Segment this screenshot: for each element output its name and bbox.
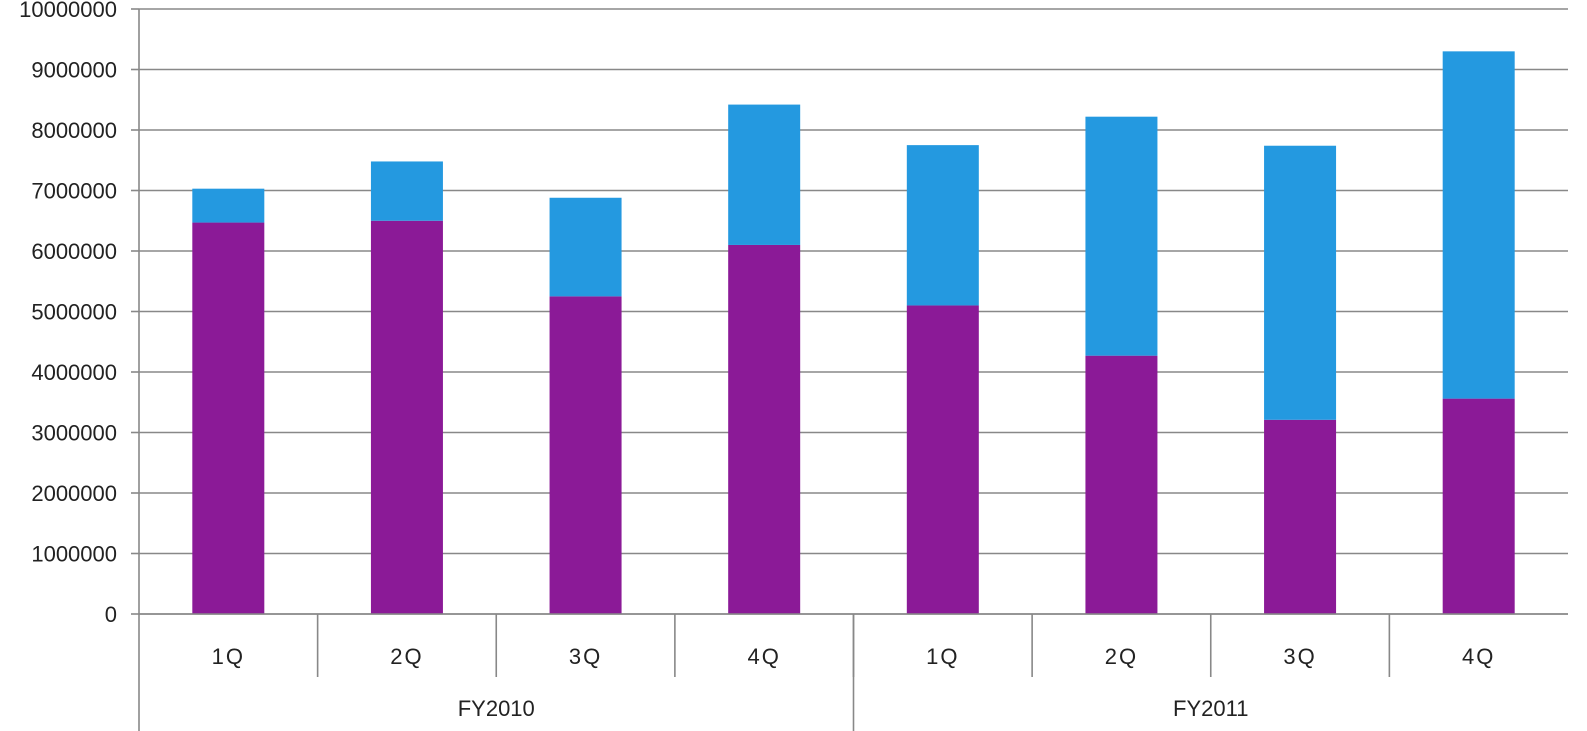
bar-segment-series-1	[192, 222, 265, 614]
x-category-label: 2Q	[390, 644, 423, 669]
x-category-label: 1Q	[926, 644, 959, 669]
bar-segment-series-2	[1264, 145, 1337, 420]
bar-segment-series-2	[370, 161, 443, 221]
y-tick-label: 1000000	[31, 542, 117, 567]
y-tick-label: 8000000	[31, 118, 117, 143]
x-category-label: 3Q	[1283, 644, 1316, 669]
bar-segment-series-1	[549, 296, 622, 614]
bar-segment-series-2	[906, 145, 979, 306]
x-group-label: FY2010	[458, 696, 535, 721]
axes	[131, 8, 1568, 731]
y-tick-label: 4000000	[31, 360, 117, 385]
y-tick-label: 7000000	[31, 179, 117, 204]
y-tick-label: 9000000	[31, 58, 117, 83]
y-tick-label: 6000000	[31, 239, 117, 264]
bar-segment-series-1	[1264, 419, 1337, 614]
bar-segment-series-1	[1085, 355, 1158, 614]
x-category-label: 2Q	[1105, 644, 1138, 669]
x-category-label: 1Q	[212, 644, 245, 669]
labels: 0 1000000 2000000 3000000 4000000 5000000 6000…	[19, 0, 1495, 721]
bars	[192, 51, 1515, 614]
x-group-label: FY2011	[1173, 696, 1248, 721]
bar-segment-series-1	[370, 220, 443, 614]
x-category-label: 3Q	[569, 644, 602, 669]
bar-segment-series-2	[1442, 51, 1515, 399]
bar-segment-series-1	[906, 305, 979, 614]
x-category-label: 4Q	[748, 644, 781, 669]
y-tick-label: 3000000	[31, 421, 117, 446]
y-tick-label: 10000000	[19, 0, 117, 22]
y-tick-label: 2000000	[31, 481, 117, 506]
bar-segment-series-1	[728, 244, 801, 614]
bar-segment-series-2	[549, 197, 622, 297]
y-tick-label: 5000000	[31, 300, 117, 325]
y-tick-label: 0	[105, 602, 117, 627]
gridlines	[139, 8, 1568, 615]
bar-segment-series-1	[1442, 398, 1515, 614]
bar-segment-series-2	[1085, 116, 1158, 356]
x-category-label: 4Q	[1462, 644, 1495, 669]
bar-segment-series-2	[192, 188, 265, 223]
bar-segment-series-2	[728, 104, 801, 245]
